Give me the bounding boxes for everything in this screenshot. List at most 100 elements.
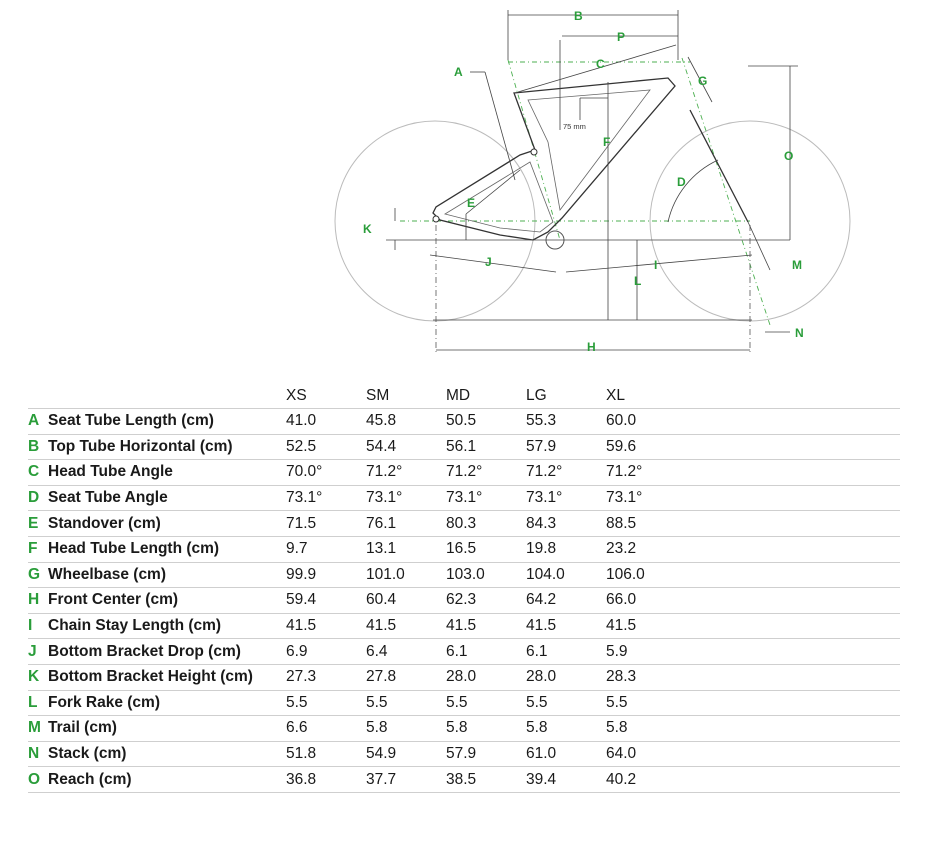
row-measurement-name: Trail (cm)	[48, 715, 286, 742]
row-letter: I	[28, 613, 48, 640]
row-value: 57.9	[446, 741, 526, 768]
row-value: 54.4	[366, 434, 446, 461]
row-spacer	[686, 459, 900, 486]
row-measurement-name: Wheelbase (cm)	[48, 562, 286, 589]
label-B: B	[574, 9, 583, 23]
header-spacer	[686, 383, 900, 409]
row-value: 64.2	[526, 587, 606, 614]
header-size-sm: SM	[366, 386, 390, 404]
row-value: 101.0	[366, 562, 446, 589]
row-measurement-name: Top Tube Horizontal (cm)	[48, 434, 286, 461]
row-value: 28.3	[606, 664, 686, 691]
header-size-lg: LG	[526, 386, 547, 404]
row-value: 5.8	[366, 715, 446, 742]
row-letter: L	[28, 690, 48, 717]
row-value: 5.5	[446, 690, 526, 717]
table-row: H Front Center (cm) 59.4 60.4 62.3 64.2 66.0	[28, 587, 900, 614]
row-spacer	[686, 510, 900, 537]
row-measurement-name: Seat Tube Angle	[48, 485, 286, 512]
row-measurement-name: Chain Stay Length (cm)	[48, 613, 286, 640]
row-measurement-name: Front Center (cm)	[48, 587, 286, 614]
row-letter: M	[28, 715, 48, 742]
row-value: 27.8	[366, 664, 446, 691]
row-measurement-name: Head Tube Angle	[48, 459, 286, 486]
geometry-table-body: A Seat Tube Length (cm) 41.0 45.8 50.5 55.3 60…	[28, 408, 900, 793]
row-value: 70.0°	[286, 459, 366, 486]
row-value: 41.5	[446, 613, 526, 640]
row-value: 55.3	[526, 408, 606, 435]
row-value: 103.0	[446, 562, 526, 589]
head-tube-axis-line	[681, 57, 771, 326]
row-value: 73.1°	[366, 485, 446, 512]
geometry-table: XS SM MD LG XL A Seat Tube Length (cm) 41.…	[28, 383, 900, 793]
row-value: 99.9	[286, 562, 366, 589]
label-P: P	[617, 30, 625, 44]
row-value: 80.3	[446, 510, 526, 537]
label-K: K	[363, 222, 372, 236]
row-value: 36.8	[286, 766, 366, 793]
row-spacer	[686, 562, 900, 589]
row-value: 41.5	[606, 613, 686, 640]
label-H: H	[587, 340, 596, 354]
label-J: J	[485, 255, 492, 269]
row-value: 59.6	[606, 434, 686, 461]
table-row: L Fork Rake (cm) 5.5 5.5 5.5 5.5 5.5	[28, 690, 900, 717]
row-letter: H	[28, 587, 48, 614]
row-value: 84.3	[526, 510, 606, 537]
row-value: 5.8	[606, 715, 686, 742]
dimension-note-75mm: 75 mm	[563, 122, 586, 131]
row-value: 71.2°	[366, 459, 446, 486]
row-letter: C	[28, 459, 48, 486]
row-measurement-name: Bottom Bracket Drop (cm)	[48, 638, 286, 665]
row-spacer	[686, 613, 900, 640]
label-M: M	[792, 258, 802, 272]
rear-triangle-inner	[443, 161, 554, 233]
row-value: 5.8	[446, 715, 526, 742]
row-value: 38.5	[446, 766, 526, 793]
row-value: 6.4	[366, 638, 446, 665]
row-value: 106.0	[606, 562, 686, 589]
row-spacer	[686, 766, 900, 793]
row-value: 6.6	[286, 715, 366, 742]
row-value: 71.5	[286, 510, 366, 537]
row-value: 71.2°	[606, 459, 686, 486]
label-O: O	[784, 149, 793, 163]
header-size-xs: XS	[286, 386, 307, 404]
row-value: 51.8	[286, 741, 366, 768]
table-row: A Seat Tube Length (cm) 41.0 45.8 50.5 55.3 60…	[28, 408, 900, 435]
row-value: 16.5	[446, 536, 526, 563]
row-letter: A	[28, 408, 48, 435]
row-value: 6.1	[526, 638, 606, 665]
row-measurement-name: Fork Rake (cm)	[48, 690, 286, 717]
header-size-md: MD	[446, 386, 471, 404]
label-A: A	[454, 65, 463, 79]
row-value: 66.0	[606, 587, 686, 614]
fork-line	[689, 109, 749, 223]
table-row: E Standover (cm) 71.5 76.1 80.3 84.3 88.5	[28, 510, 900, 537]
row-letter: G	[28, 562, 48, 589]
table-row: N Stack (cm) 51.8 54.9 57.9 61.0 64.0	[28, 741, 900, 768]
label-D: D	[677, 175, 686, 189]
row-spacer	[686, 434, 900, 461]
row-spacer	[686, 408, 900, 435]
table-row: F Head Tube Length (cm) 9.7 13.1 16.5 19.8 23.…	[28, 536, 900, 563]
label-G: G	[698, 74, 707, 88]
row-value: 88.5	[606, 510, 686, 537]
row-value: 62.3	[446, 587, 526, 614]
row-spacer	[686, 715, 900, 742]
row-value: 71.2°	[446, 459, 526, 486]
row-measurement-name: Reach (cm)	[48, 766, 286, 793]
row-value: 5.9	[606, 638, 686, 665]
row-value: 9.7	[286, 536, 366, 563]
header-measurement	[48, 383, 286, 409]
row-measurement-name: Stack (cm)	[48, 741, 286, 768]
label-C: C	[596, 57, 605, 71]
label-N: N	[795, 326, 804, 340]
table-row: B Top Tube Horizontal (cm) 52.5 54.4 56.1 57.…	[28, 434, 900, 461]
header-size-xl: XL	[606, 386, 625, 404]
header-letter	[28, 383, 48, 409]
seat-tube-axis-line	[507, 59, 561, 241]
row-value: 52.5	[286, 434, 366, 461]
table-row: D Seat Tube Angle 73.1° 73.1° 73.1° 73.1° 73.1…	[28, 485, 900, 512]
row-spacer	[686, 690, 900, 717]
